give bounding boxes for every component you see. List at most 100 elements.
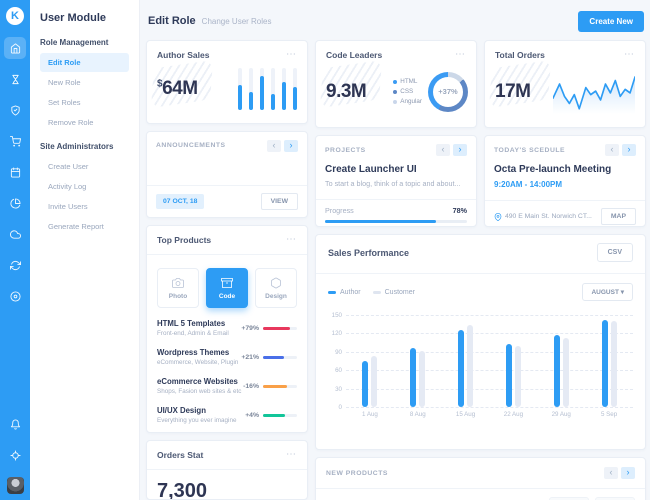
tab-design[interactable]: Design <box>255 268 297 309</box>
prev-arrow-button[interactable]: ‹ <box>605 144 619 156</box>
disc-icon[interactable] <box>4 285 26 307</box>
projects-card: PROJECTS ‹ › Create Launcher UI To start… <box>315 135 477 227</box>
bell-icon[interactable] <box>4 413 26 435</box>
sidebar-item-create-user[interactable]: Create User <box>48 162 89 171</box>
legend-dot <box>393 79 398 84</box>
mini-bar <box>293 68 297 111</box>
legend-label: Customer <box>384 288 415 296</box>
next-arrow-button[interactable]: › <box>622 144 636 156</box>
create-new-button[interactable]: Create New <box>578 10 644 32</box>
product-change: -16% <box>243 382 259 390</box>
icon-rail: K <box>0 0 30 500</box>
card-menu-dots[interactable]: ⋯ <box>455 49 466 60</box>
gridline: 60 <box>335 367 633 374</box>
author-sales-card: Author Sales ⋯ $64M <box>146 40 308 124</box>
product-desc: Front-end, Admin & Email <box>157 330 229 338</box>
hourglass-icon[interactable] <box>4 68 26 90</box>
author-bar <box>362 361 369 407</box>
total-orders-value: 17M <box>495 80 531 102</box>
y-axis-tick: 150 <box>331 312 342 319</box>
donut-label: +37% <box>438 87 458 96</box>
user-avatar[interactable] <box>6 477 24 494</box>
product-change: +4% <box>245 411 259 419</box>
csv-button[interactable]: CSV <box>596 243 633 262</box>
sidebar-item-set-roles[interactable]: Set Roles <box>48 98 81 107</box>
cart-icon[interactable] <box>4 130 26 152</box>
x-axis-tick: 5 Sep <box>600 411 618 418</box>
new-products-title: NEW PRODUCTS <box>326 469 388 477</box>
sales-chart-xlabels: 1 Aug 8 Aug 15 Aug 22 Aug 29 Aug 5 Sep <box>346 411 633 418</box>
customer-bar <box>419 351 426 407</box>
mini-bar <box>282 68 286 111</box>
code-leaders-donut: +37% <box>428 71 468 112</box>
sync-icon[interactable] <box>4 254 26 276</box>
customer-bar <box>467 325 474 407</box>
prev-arrow-button[interactable]: ‹ <box>604 467 618 479</box>
gridline: 30 <box>335 386 633 393</box>
sidebar-item-activity-log[interactable]: Activity Log <box>48 182 87 191</box>
sidebar-item-new-role[interactable]: New Role <box>48 78 81 87</box>
sidebar-item-remove-role[interactable]: Remove Role <box>48 118 94 127</box>
product-row: Wordpress Themes eCommerce, Website, Plug… <box>157 348 297 366</box>
sidebar-item-invite-users[interactable]: Invite Users <box>48 202 88 211</box>
next-arrow-button[interactable]: › <box>453 144 467 156</box>
x-axis-tick: 8 Aug <box>409 411 426 418</box>
prev-arrow-button[interactable]: ‹ <box>267 139 281 152</box>
settings-icon[interactable] <box>4 444 26 466</box>
orders-sparkline-line <box>553 75 635 110</box>
bar-group <box>489 315 537 407</box>
bar-group <box>537 315 585 407</box>
tab-photo[interactable]: Photo <box>157 268 199 309</box>
new-products-card: NEW PRODUCTS ‹ › B&Q B and Q - Multipurp… <box>315 457 646 500</box>
card-menu-dots[interactable]: ⋯ <box>286 449 297 460</box>
map-button[interactable]: MAP <box>600 208 636 225</box>
chevron-down-icon: ▾ <box>620 289 624 296</box>
author-bar <box>553 334 560 407</box>
next-arrow-button[interactable]: › <box>621 467 635 479</box>
tab-code[interactable]: Code <box>206 268 248 309</box>
legend-label: Angular <box>400 98 422 105</box>
cloud-icon[interactable] <box>4 223 26 245</box>
card-menu-dots[interactable]: ⋯ <box>624 49 635 60</box>
card-menu-dots[interactable]: ⋯ <box>286 234 297 246</box>
brand-letter: K <box>11 10 19 22</box>
legend-swatch <box>372 290 381 294</box>
sidebar-item-edit-role[interactable]: Edit Role <box>40 53 129 72</box>
product-name: UI/UX Design <box>157 406 206 416</box>
gridline: 150 <box>332 312 633 319</box>
home-icon[interactable] <box>4 37 26 59</box>
tab-photo-label: Photo <box>168 292 188 300</box>
announcements-title: ANNOUNCEMENTS <box>156 142 226 150</box>
view-button[interactable]: VIEW <box>260 193 298 211</box>
customer-bar <box>610 321 617 407</box>
page-title: Edit Role <box>148 15 196 27</box>
card-menu-dots[interactable]: ⋯ <box>286 49 297 60</box>
progress-label: Progress <box>325 206 354 215</box>
sales-chart-grid: 150 120 90 60 30 0 <box>332 312 633 411</box>
sidebar-item-generate-report[interactable]: Generate Report <box>48 222 104 231</box>
top-products-title: Top Products <box>157 235 212 246</box>
product-trend <box>263 414 297 417</box>
date-badge: 07 OCT, 18 <box>156 194 205 210</box>
address-text: 490 E Main St. Norwich CT... <box>505 213 592 220</box>
section-heading-role-management: Role Management <box>40 38 109 47</box>
map-pin-icon <box>494 212 502 221</box>
prev-arrow-button[interactable]: ‹ <box>436 144 450 156</box>
sidebar: User Module Role Management Edit Role Ne… <box>30 0 140 500</box>
tab-design-label: Design <box>265 292 287 300</box>
calendar-icon[interactable] <box>4 161 26 183</box>
product-row: UI/UX Design Everything you ever imagine … <box>157 406 297 424</box>
next-arrow-button[interactable]: › <box>284 139 298 152</box>
customer-bar <box>514 345 521 407</box>
tab-code-label: Code <box>218 292 236 300</box>
author-sales-title: Author Sales <box>157 50 210 60</box>
product-name: HTML 5 Templates <box>157 319 226 329</box>
pie-chart-icon[interactable] <box>4 192 26 214</box>
new-product-row: B&Q B and Q - Multipurpose Bootstrap Adm… <box>316 489 645 500</box>
bar-group <box>394 315 442 407</box>
product-desc: Everything you ever imagine <box>157 417 237 425</box>
month-dropdown[interactable]: AUGUST ▾ <box>582 283 633 301</box>
author-sales-number: 64M <box>162 78 198 100</box>
author-bar <box>410 347 417 407</box>
shield-icon[interactable] <box>4 99 26 121</box>
